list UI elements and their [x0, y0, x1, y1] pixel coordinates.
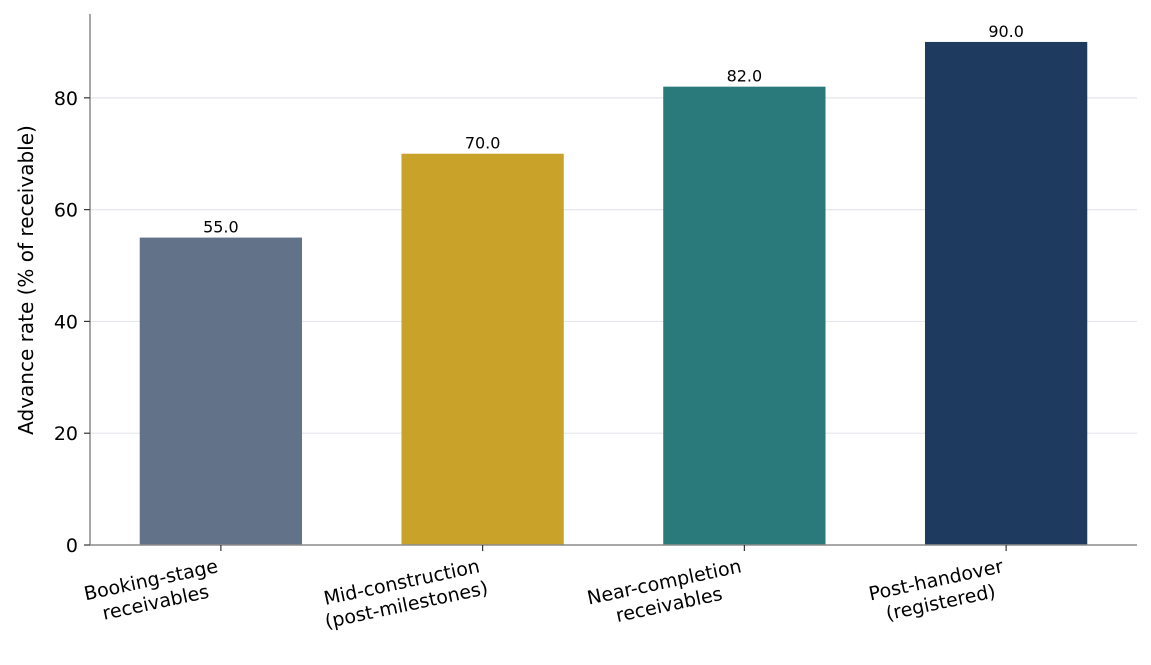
y-tick-label-20: 20 — [54, 423, 78, 445]
y-tick-label-40: 40 — [54, 311, 78, 333]
bar-2 — [663, 86, 826, 546]
value-label-3: 90.0 — [988, 22, 1024, 41]
bar-0 — [139, 237, 303, 545]
y-axis-title: Advance rate (% of receivable) — [14, 125, 38, 435]
y-tick-label-60: 60 — [54, 200, 78, 222]
axes — [89, 14, 1137, 546]
y-ticks: 0 20 40 60 80 — [54, 88, 90, 557]
bar-1 — [401, 153, 564, 545]
y-tick-label-0: 0 — [66, 535, 78, 557]
bars — [139, 41, 1088, 546]
x-tick-label-3: Post-handover(registered) — [867, 555, 1006, 625]
value-label-2: 82.0 — [727, 67, 763, 86]
bar-3 — [924, 41, 1088, 546]
value-label-0: 55.0 — [203, 218, 239, 237]
value-label-1: 70.0 — [465, 134, 501, 153]
x-tick-label-1: Mid-construction(post-milestones) — [322, 555, 490, 633]
y-tick-label-80: 80 — [54, 88, 78, 110]
value-labels: 55.0 70.0 82.0 90.0 — [203, 22, 1024, 237]
